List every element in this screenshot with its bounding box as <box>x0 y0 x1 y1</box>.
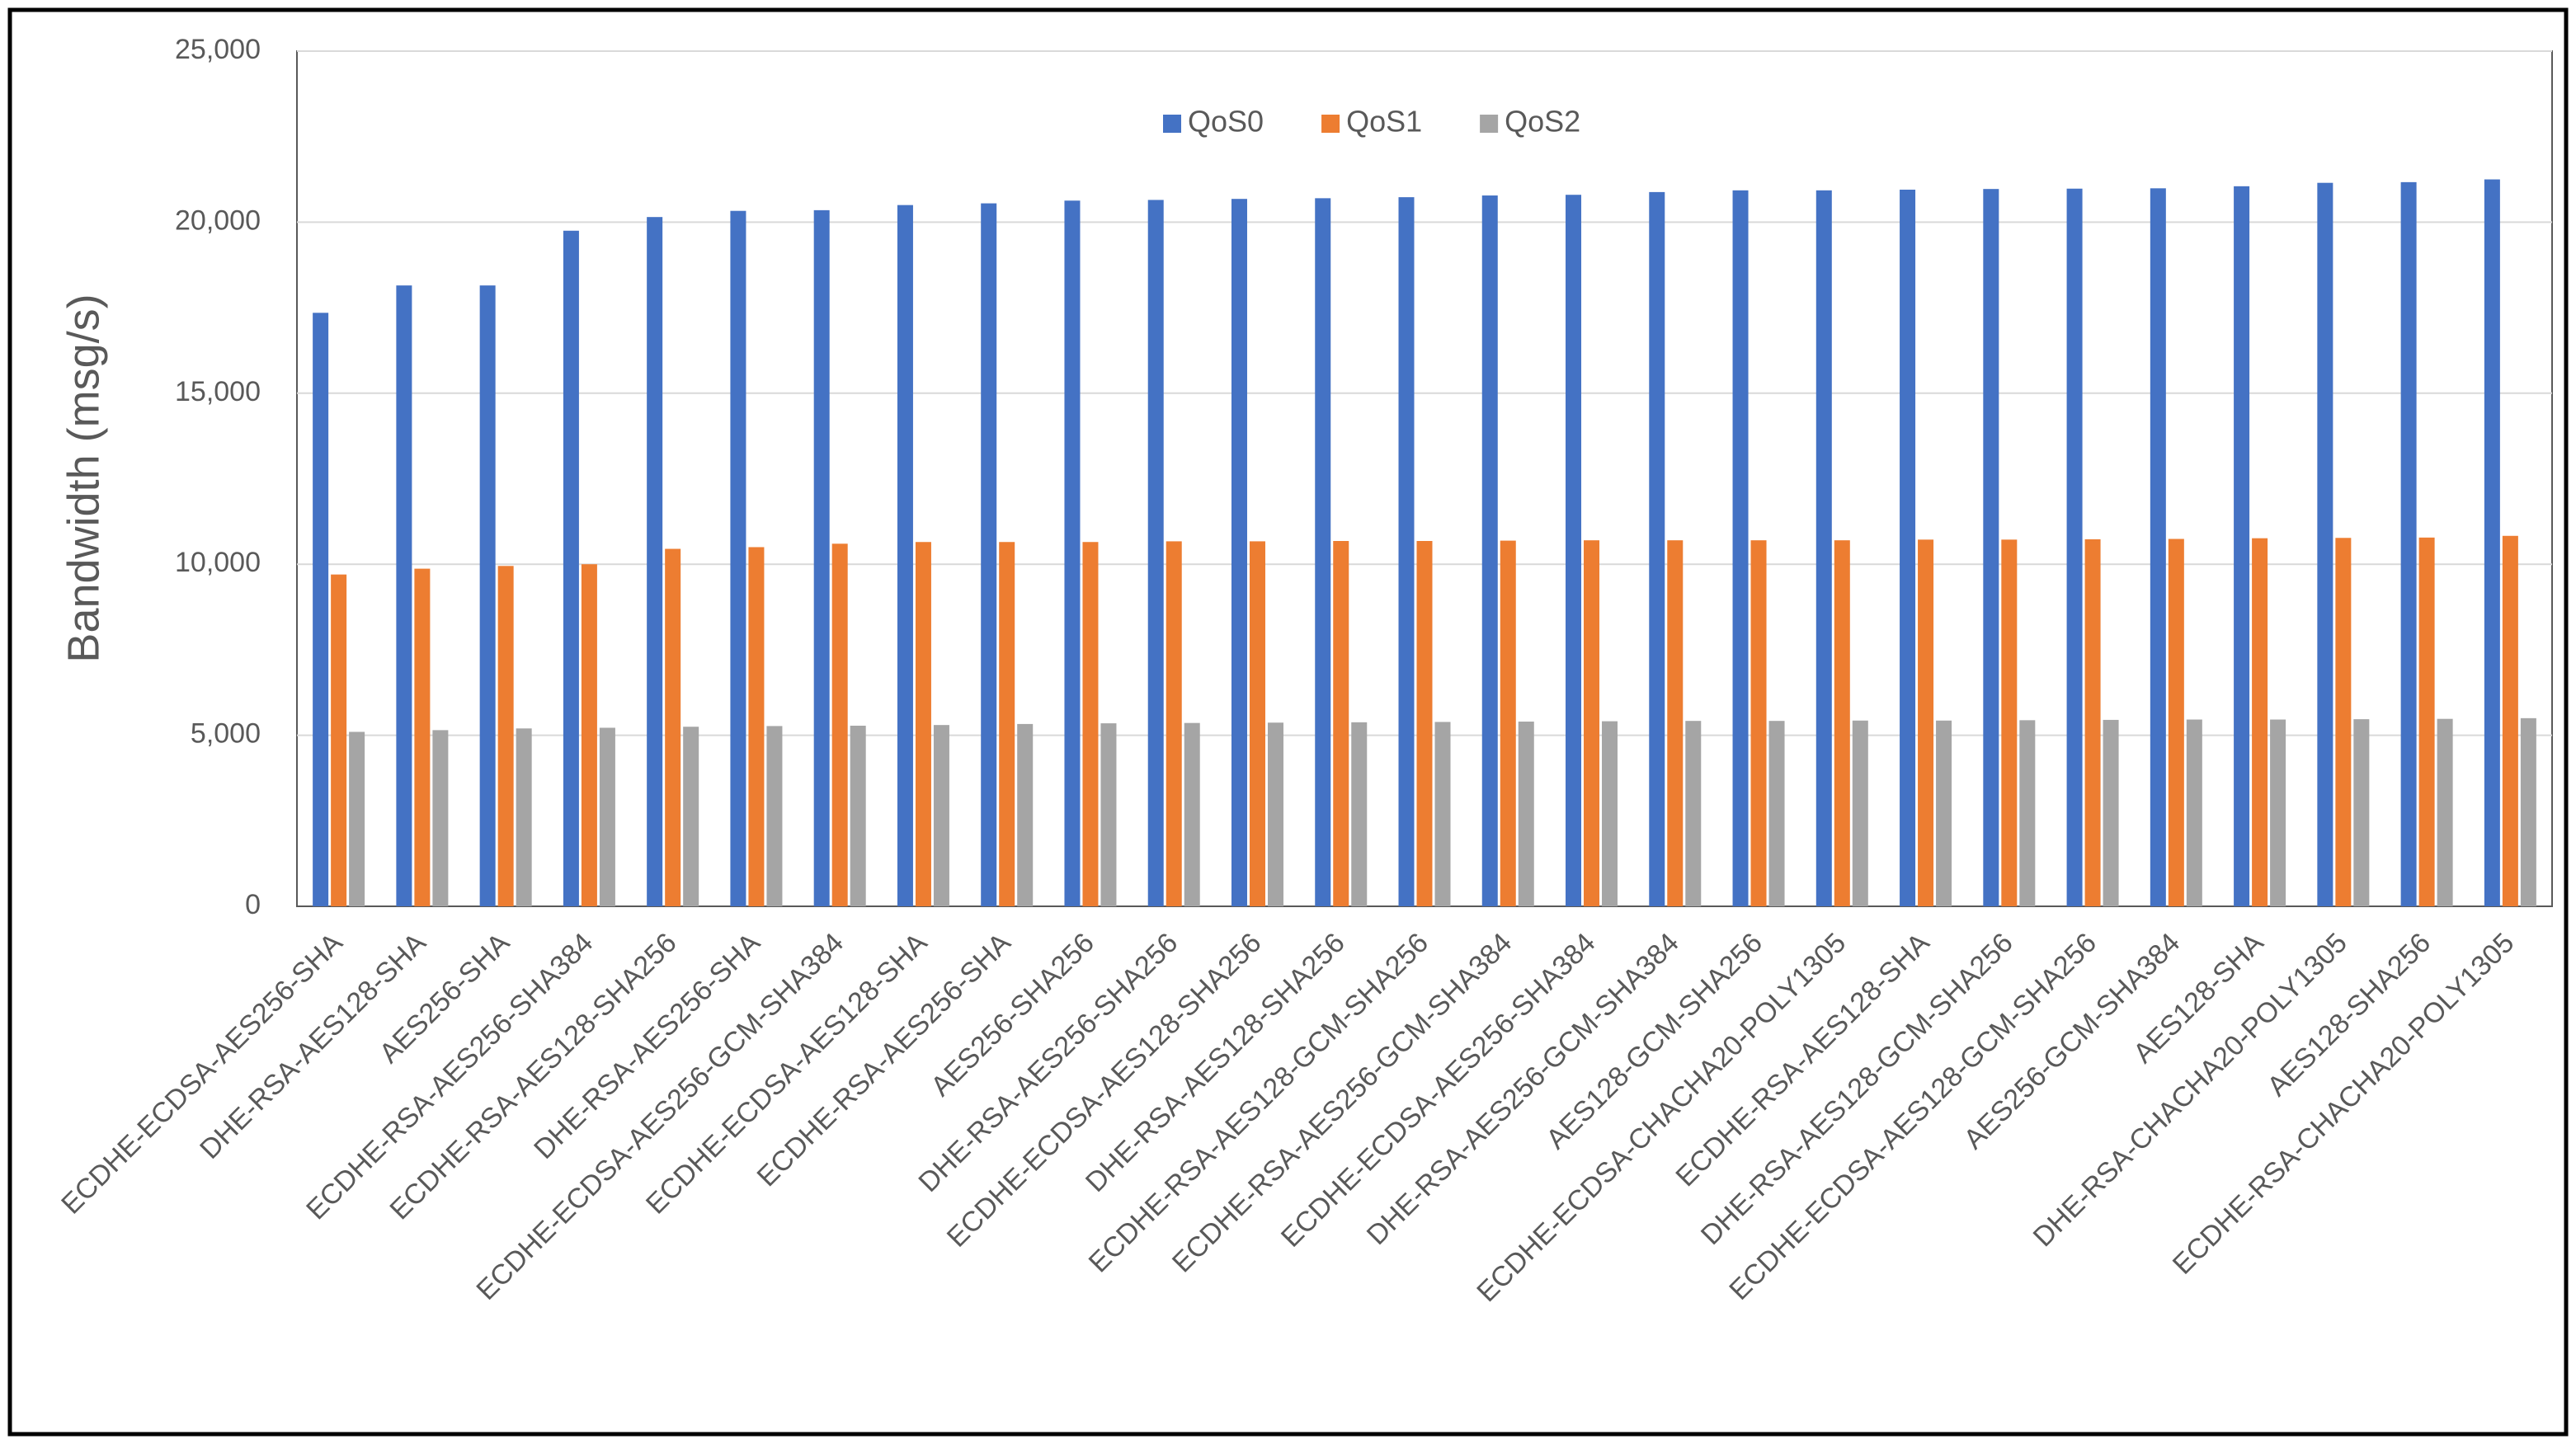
bar <box>1667 540 1684 906</box>
bar <box>396 285 412 906</box>
x-tick-label: DHE-RSA-CHACHA20-POLY1305 <box>2027 927 2353 1253</box>
bar <box>1685 721 1702 906</box>
y-tick-label: 0 <box>245 889 261 920</box>
bar <box>563 230 579 906</box>
bar <box>599 727 615 906</box>
bar <box>1815 190 1832 906</box>
bar <box>1584 540 1600 906</box>
bar <box>2502 535 2518 906</box>
bar <box>2186 719 2202 906</box>
bar <box>2520 717 2536 906</box>
bar <box>1147 200 1164 907</box>
bar <box>1249 541 1265 906</box>
bar <box>2437 718 2453 906</box>
bar <box>516 728 532 906</box>
bar <box>933 725 949 906</box>
bar <box>2103 719 2119 906</box>
bar <box>748 547 765 906</box>
bar <box>1918 539 1934 906</box>
bar <box>1983 189 1999 906</box>
bar <box>1500 540 1516 906</box>
bar <box>1333 540 1349 906</box>
bar <box>1184 722 1200 906</box>
bar <box>414 568 431 906</box>
bar <box>1398 197 1415 906</box>
bar <box>1481 195 1498 906</box>
bar <box>1416 540 1433 906</box>
bar <box>581 564 597 906</box>
bar <box>683 727 699 906</box>
bar <box>479 285 496 906</box>
bar <box>2019 720 2036 906</box>
bar <box>2353 719 2370 906</box>
legend-label: QoS0 <box>1188 105 1264 139</box>
bar <box>2335 538 2352 906</box>
bar <box>1100 723 1117 906</box>
bar <box>2400 181 2417 906</box>
bar <box>2234 186 2250 906</box>
bar <box>2252 538 2268 906</box>
bar <box>1351 722 1368 906</box>
bar <box>497 566 514 906</box>
bar <box>1166 541 1182 906</box>
legend-swatch <box>1163 115 1181 133</box>
bar <box>349 731 365 906</box>
legend-swatch <box>1480 115 1499 133</box>
bar <box>1732 190 1749 906</box>
bar <box>730 210 746 906</box>
x-tick-label: DHE-RSA-AES128-GCM-SHA256 <box>1695 927 2019 1251</box>
bar <box>897 205 913 906</box>
bar <box>2270 719 2286 906</box>
bar <box>1750 540 1767 906</box>
bar <box>1566 195 1582 906</box>
bar <box>766 726 783 906</box>
legend-label: QoS1 <box>1346 105 1422 139</box>
bar <box>1231 199 1247 906</box>
bar <box>1082 542 1099 906</box>
bar <box>915 542 931 906</box>
bar <box>647 217 663 907</box>
y-tick-label: 5,000 <box>191 718 261 750</box>
bar <box>1017 723 1034 906</box>
bar <box>2317 182 2333 906</box>
bar <box>331 574 347 906</box>
y-tick-label: 10,000 <box>175 547 261 578</box>
y-tick-label: 20,000 <box>175 205 261 236</box>
legend-label: QoS2 <box>1505 105 1580 139</box>
bar <box>2484 179 2500 907</box>
bar <box>665 548 681 906</box>
bar <box>999 542 1015 906</box>
bar <box>2001 539 2018 906</box>
y-axis-title: Bandwidth (msg/s) <box>59 294 108 662</box>
legend-swatch <box>1321 115 1340 133</box>
bar <box>981 203 997 906</box>
y-tick-label: 25,000 <box>175 34 261 65</box>
bar <box>2150 188 2166 907</box>
frame <box>7 7 2569 1437</box>
bar <box>2066 188 2083 906</box>
bar <box>1936 720 1952 906</box>
bar <box>1267 722 1283 906</box>
bar <box>2168 539 2184 906</box>
bar <box>813 209 830 906</box>
bar <box>1768 721 1785 906</box>
bar <box>1834 540 1850 906</box>
y-tick-label: 15,000 <box>175 376 261 407</box>
bar <box>1064 200 1081 907</box>
bar <box>850 725 866 906</box>
bar <box>831 543 848 906</box>
x-tick-label: DHE-RSA-AES256-GCM-SHA384 <box>1361 927 1685 1251</box>
bar <box>1852 720 1868 906</box>
bar <box>1602 721 1618 906</box>
bar <box>2084 539 2101 906</box>
bar <box>1434 722 1451 906</box>
bar <box>1649 191 1665 907</box>
bar <box>313 313 329 906</box>
bar <box>1900 189 1916 906</box>
bar <box>2418 537 2435 906</box>
bar <box>432 730 449 906</box>
bar <box>1518 722 1534 906</box>
bar <box>1315 198 1331 906</box>
